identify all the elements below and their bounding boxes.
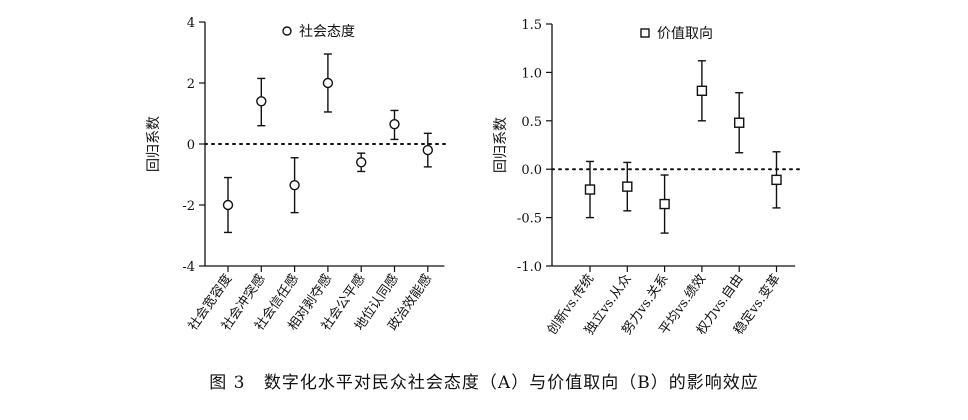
y-tick-label: 4 [187, 16, 195, 31]
y-tick-label: -1.0 [517, 260, 542, 275]
y-tick-label: -2 [182, 199, 195, 214]
legend-marker-square [640, 28, 650, 38]
data-point-circle [389, 118, 400, 130]
data-point-square [734, 117, 745, 128]
legend-label: 价值取向 [657, 26, 713, 42]
data-point-circle [322, 77, 334, 89]
figure-caption: 图 3 数字化水平对民众社会态度（A）与价值取向（B）的影响效应 [0, 368, 968, 393]
data-point-square [659, 198, 670, 210]
panel-b-value-orientation-chart: 1.51.00.50.0-0.5-1.0回归系数价值取向创新vs.传统独立vs.… [492, 18, 801, 338]
legend-label: 社会态度 [299, 24, 355, 40]
data-point-circle [289, 179, 300, 191]
y-tick-label: -4 [182, 260, 195, 275]
panel-a-social-attitude-chart: 420-2-4回归系数社会态度社会宽容度社会冲突感社会信任感相对剥夺感社会公平感… [145, 16, 448, 334]
y-tick-label: 0.0 [521, 163, 542, 178]
y-tick-label: 0 [187, 138, 195, 153]
y-axis-title: 回归系数 [492, 117, 509, 173]
y-tick-label: -0.5 [517, 212, 542, 227]
data-point-circle [222, 199, 234, 211]
data-point-circle [422, 144, 433, 156]
legend-marker-circle [282, 26, 292, 36]
data-point-square [584, 184, 596, 195]
figure-caption-text: 数字化水平对民众社会态度（A）与价值取向（B）的影响效应 [263, 373, 759, 393]
data-point-square [696, 85, 708, 96]
y-tick-label: 0.5 [521, 115, 542, 130]
data-point-square [771, 174, 782, 186]
y-tick-label: 1.5 [521, 18, 542, 33]
figure-number: 图 3 [209, 373, 246, 393]
data-point-circle [356, 157, 367, 168]
data-point-circle [256, 96, 267, 107]
y-tick-label: 2 [187, 77, 195, 92]
y-axis-title: 回归系数 [145, 116, 162, 172]
y-tick-label: 1.0 [521, 66, 542, 81]
data-point-square [622, 181, 633, 192]
